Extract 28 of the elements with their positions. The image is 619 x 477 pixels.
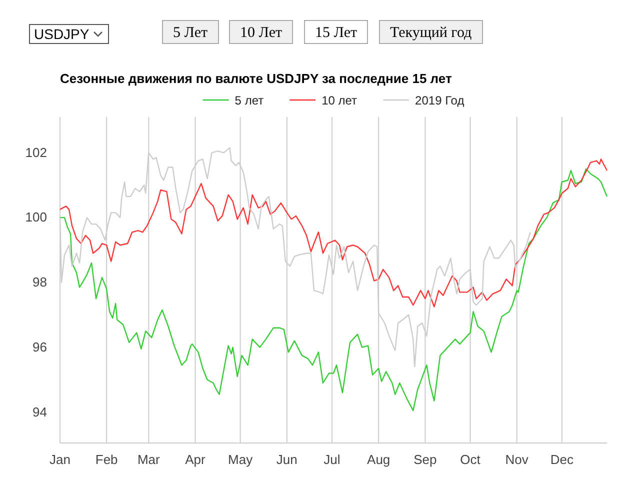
x-tick-label: May bbox=[228, 452, 254, 468]
period-button: Текущий год bbox=[379, 20, 483, 44]
legend-label: 5 лет bbox=[234, 94, 264, 108]
y-tick-label: 94 bbox=[32, 404, 47, 420]
x-tick-label: Oct bbox=[460, 452, 481, 468]
line-series bbox=[59, 168, 608, 412]
x-tick-label: Mar bbox=[137, 452, 161, 468]
legend-label: 2019 Год bbox=[415, 94, 464, 108]
currency-dropdown: USDJPY bbox=[29, 24, 109, 44]
y-tick-label: 102 bbox=[25, 144, 47, 160]
x-tick-label: Jul bbox=[324, 452, 340, 468]
y-tick-label: 100 bbox=[25, 210, 47, 225]
x-tick-label: Dec bbox=[550, 452, 574, 468]
legend-label: 10 лет bbox=[322, 94, 358, 108]
period-button: 10 Лет bbox=[229, 20, 294, 44]
y-tick-label: 98 bbox=[32, 274, 47, 290]
period-button: 15 Лет bbox=[304, 20, 368, 44]
x-tick-label: Nov bbox=[505, 452, 529, 468]
x-tick-label: Aug bbox=[367, 452, 390, 468]
period-button: 5 Лет bbox=[162, 20, 219, 44]
x-tick-label: Jun bbox=[276, 452, 298, 468]
x-tick-label: Apr bbox=[185, 452, 206, 468]
line-series bbox=[59, 158, 608, 308]
x-tick-label: Jan bbox=[50, 452, 70, 468]
chart-title: Сезонные движения по валюте USDJPY за последние 15 лет bbox=[60, 71, 452, 86]
x-tick-label: Feb bbox=[95, 452, 118, 468]
y-tick-label: 96 bbox=[32, 339, 47, 354]
x-tick-label: Sep bbox=[414, 452, 437, 468]
